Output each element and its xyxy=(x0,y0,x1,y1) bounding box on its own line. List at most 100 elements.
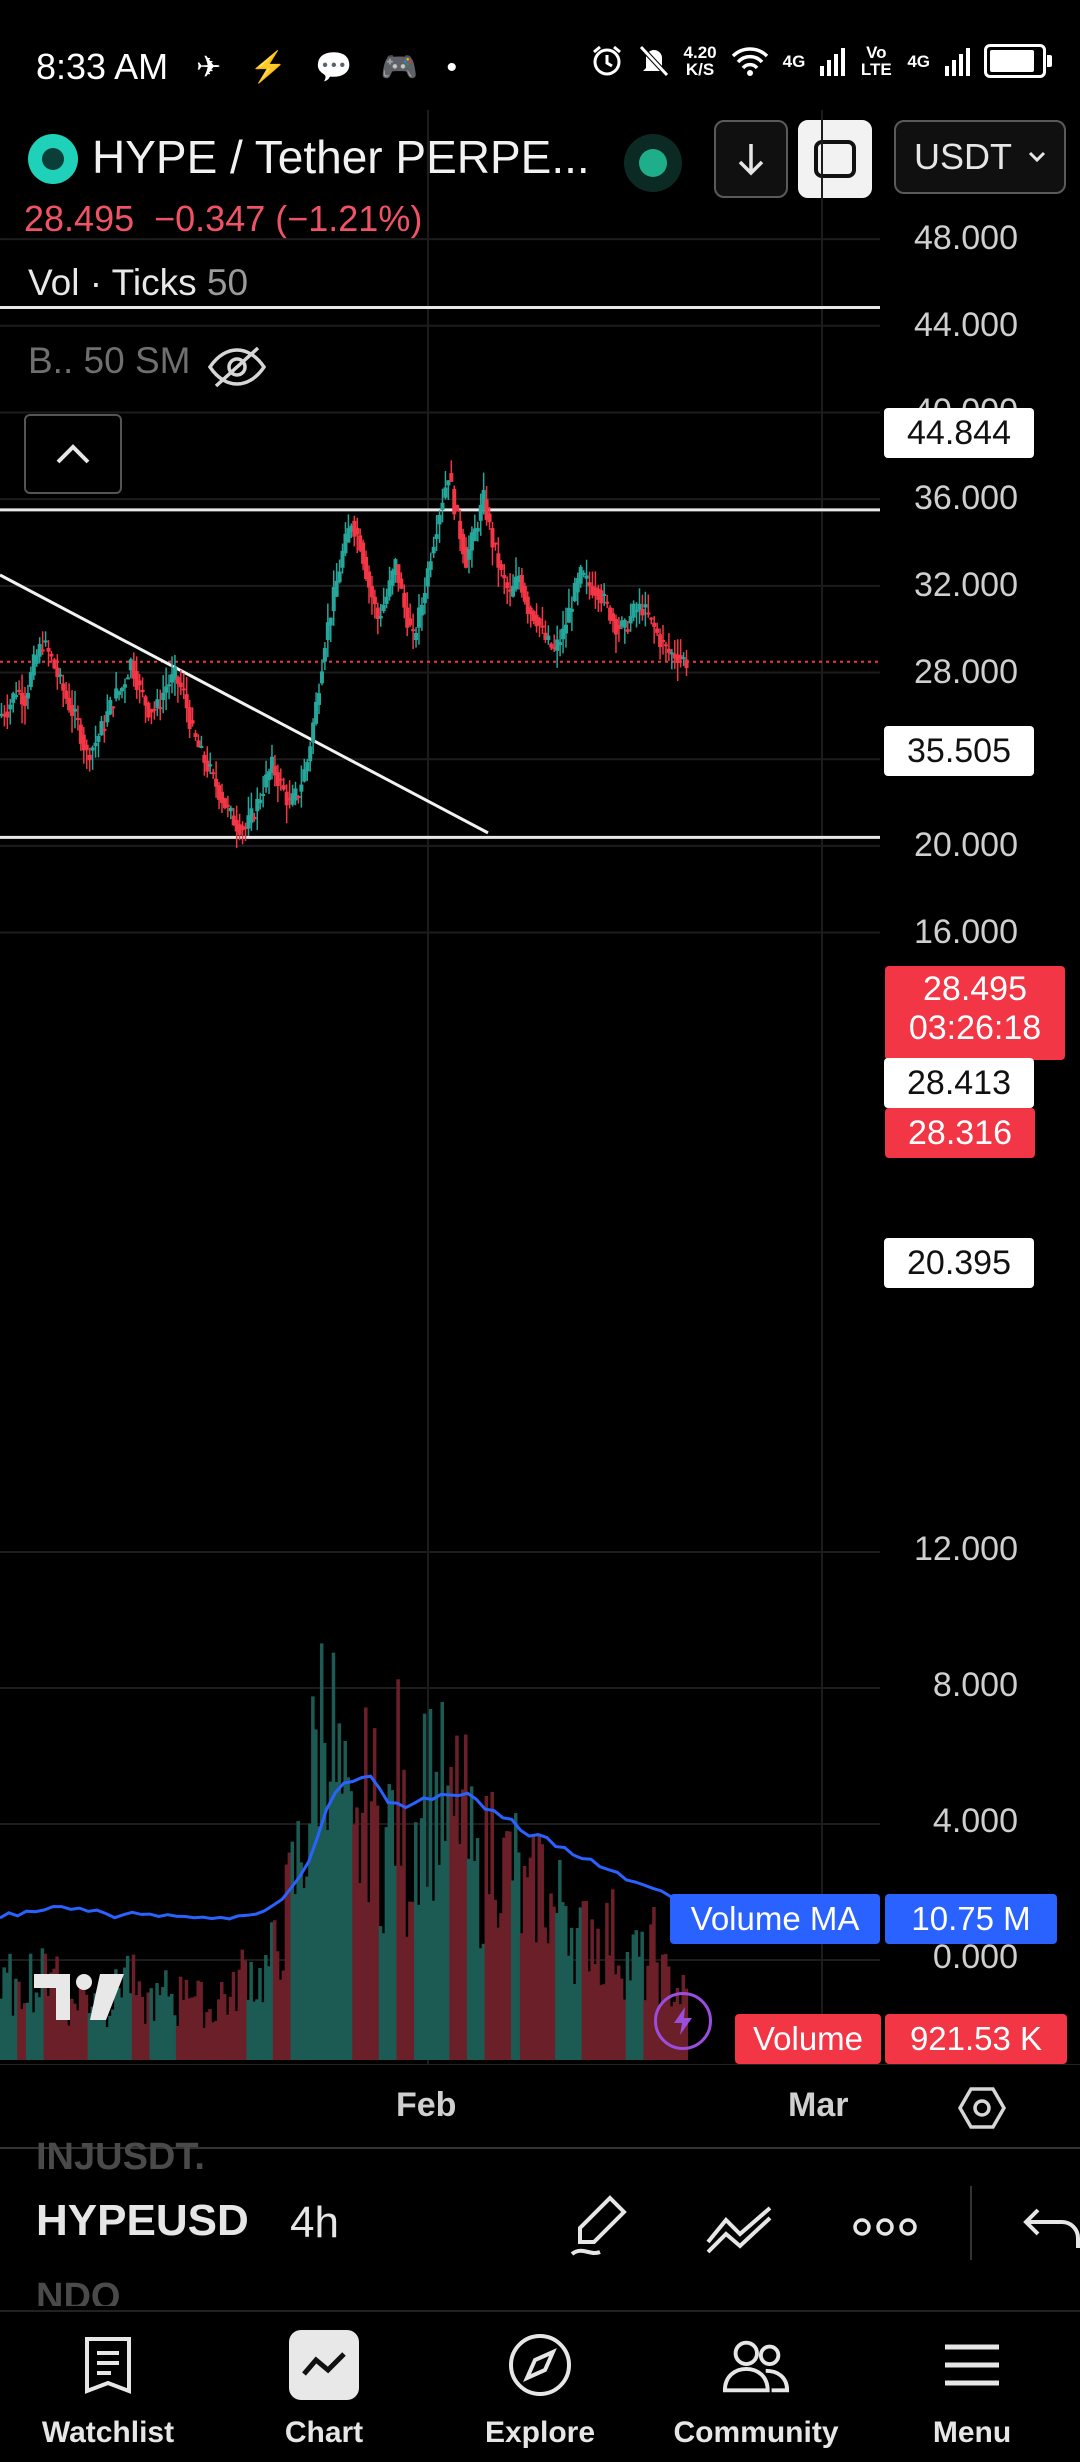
candle-body xyxy=(172,667,177,680)
candle-body xyxy=(70,705,75,717)
volume-bar xyxy=(52,1968,56,2060)
candle-body xyxy=(531,611,536,622)
compare-button[interactable] xyxy=(798,120,872,198)
candle-body xyxy=(561,628,566,640)
candle-body xyxy=(381,604,386,612)
candle-body xyxy=(661,640,666,643)
candle-body xyxy=(419,604,424,616)
candle-body xyxy=(234,819,239,832)
undo-icon[interactable] xyxy=(1020,2192,1080,2262)
symbol-logo-icon xyxy=(28,134,78,184)
nav-menu[interactable]: Menu xyxy=(864,2312,1080,2462)
candle-body xyxy=(20,692,25,705)
volume-bar xyxy=(393,1865,397,2060)
battery-icon xyxy=(984,44,1052,78)
candle-body xyxy=(184,694,189,709)
eye-slash-icon[interactable] xyxy=(206,344,268,390)
volume-bar xyxy=(434,1771,439,2060)
volume-bar xyxy=(49,1972,53,2060)
volume-bar xyxy=(2,1967,6,2060)
candle-body xyxy=(170,674,174,683)
volume-bar xyxy=(102,2015,106,2060)
level-tag-44844[interactable]: 44.844 xyxy=(884,408,1034,458)
candle-body xyxy=(96,735,101,742)
collapse-legend-button[interactable] xyxy=(24,414,122,494)
candle-body xyxy=(675,654,680,664)
bb-indicator-legend[interactable]: B.. 50 SM xyxy=(28,340,191,381)
candle-body xyxy=(534,614,539,627)
nav-watchlist[interactable]: Watchlist xyxy=(0,2312,216,2462)
candle-body xyxy=(469,532,474,551)
arrow-down-button[interactable] xyxy=(714,120,788,198)
watchlist-icon xyxy=(85,2337,131,2394)
arrow-down-icon xyxy=(738,144,764,176)
more-icon[interactable] xyxy=(850,2192,920,2262)
nav-community[interactable]: Community xyxy=(648,2312,864,2462)
symbol-title[interactable]: HYPE / Tether PERPE... xyxy=(92,131,590,183)
volume-bar xyxy=(20,2008,24,2060)
time-axis[interactable] xyxy=(0,2064,1080,2149)
volume-bar xyxy=(225,2014,230,2060)
volume-bar xyxy=(637,1956,641,2060)
candle-body xyxy=(546,635,551,641)
candle-body xyxy=(581,572,586,576)
candle-body xyxy=(502,575,507,579)
candle-body xyxy=(120,687,125,692)
candle-body xyxy=(308,746,313,762)
candle-body xyxy=(305,762,310,772)
lightning-icon[interactable] xyxy=(654,1992,712,2050)
volume-bar xyxy=(67,2025,71,2060)
volume-bar xyxy=(152,2020,156,2060)
candle-body xyxy=(619,620,624,627)
settings-icon[interactable] xyxy=(958,2086,1006,2130)
drawing-tools-icon[interactable] xyxy=(704,2192,778,2262)
level-tag-20395[interactable]: 20.395 xyxy=(884,1238,1034,1288)
volume-bar xyxy=(93,1993,98,2060)
toolbar-interval[interactable]: 4h xyxy=(290,2198,339,2247)
pen-icon[interactable] xyxy=(566,2192,632,2262)
alarm-icon xyxy=(592,45,621,76)
candle-body xyxy=(461,533,466,555)
currency-select[interactable]: USDT xyxy=(894,120,1066,194)
candle-body xyxy=(243,827,248,830)
volume-bar xyxy=(34,1992,39,2060)
candle-body xyxy=(443,487,448,498)
candle-body xyxy=(328,617,333,626)
signal-icon xyxy=(820,48,846,76)
candle-body xyxy=(346,528,351,543)
volume-bar xyxy=(167,1996,171,2060)
volume-bar xyxy=(184,1979,189,2060)
candle-body xyxy=(64,690,69,699)
volume-bar xyxy=(566,1955,571,2060)
volume-bar xyxy=(590,1919,594,2060)
prev-symbol[interactable]: INJUSDT. xyxy=(36,2136,205,2178)
candle-body xyxy=(678,655,683,660)
volume-bar xyxy=(105,2027,109,2060)
candle-body xyxy=(411,629,416,632)
market-status-icon[interactable] xyxy=(624,134,682,192)
price-chart[interactable] xyxy=(0,0,1080,2064)
nav-explore[interactable]: Explore xyxy=(432,2312,648,2462)
next-symbol[interactable]: NDO xyxy=(36,2276,121,2306)
volume-bar xyxy=(114,1969,118,2060)
candle-body xyxy=(558,642,563,646)
volume-bar xyxy=(475,1837,480,2060)
volume-indicator-legend[interactable]: Vol · Ticks 50 xyxy=(28,262,249,303)
current-price-tag: 28.495 03:26:18 xyxy=(885,966,1065,1060)
level-tag-28413[interactable]: 28.413 xyxy=(884,1058,1034,1108)
candle-body xyxy=(299,784,304,792)
volume-bar xyxy=(461,1789,465,2060)
volume-bar xyxy=(505,1831,509,2060)
nav-chart[interactable]: Chart xyxy=(216,2312,432,2462)
toolbar-symbol[interactable]: HYPEUSD xyxy=(36,2196,249,2245)
trendline[interactable] xyxy=(0,573,489,835)
candle-body xyxy=(543,632,548,640)
volume-bar xyxy=(522,1865,527,2060)
candle-body xyxy=(40,649,45,652)
volume-bar xyxy=(490,1791,494,2060)
candle-body xyxy=(2,713,7,717)
level-tag-28316[interactable]: 28.316 xyxy=(885,1108,1035,1158)
volume-bar xyxy=(117,1988,121,2060)
volume-bar xyxy=(208,2009,212,2060)
level-tag-35505[interactable]: 35.505 xyxy=(884,726,1034,776)
